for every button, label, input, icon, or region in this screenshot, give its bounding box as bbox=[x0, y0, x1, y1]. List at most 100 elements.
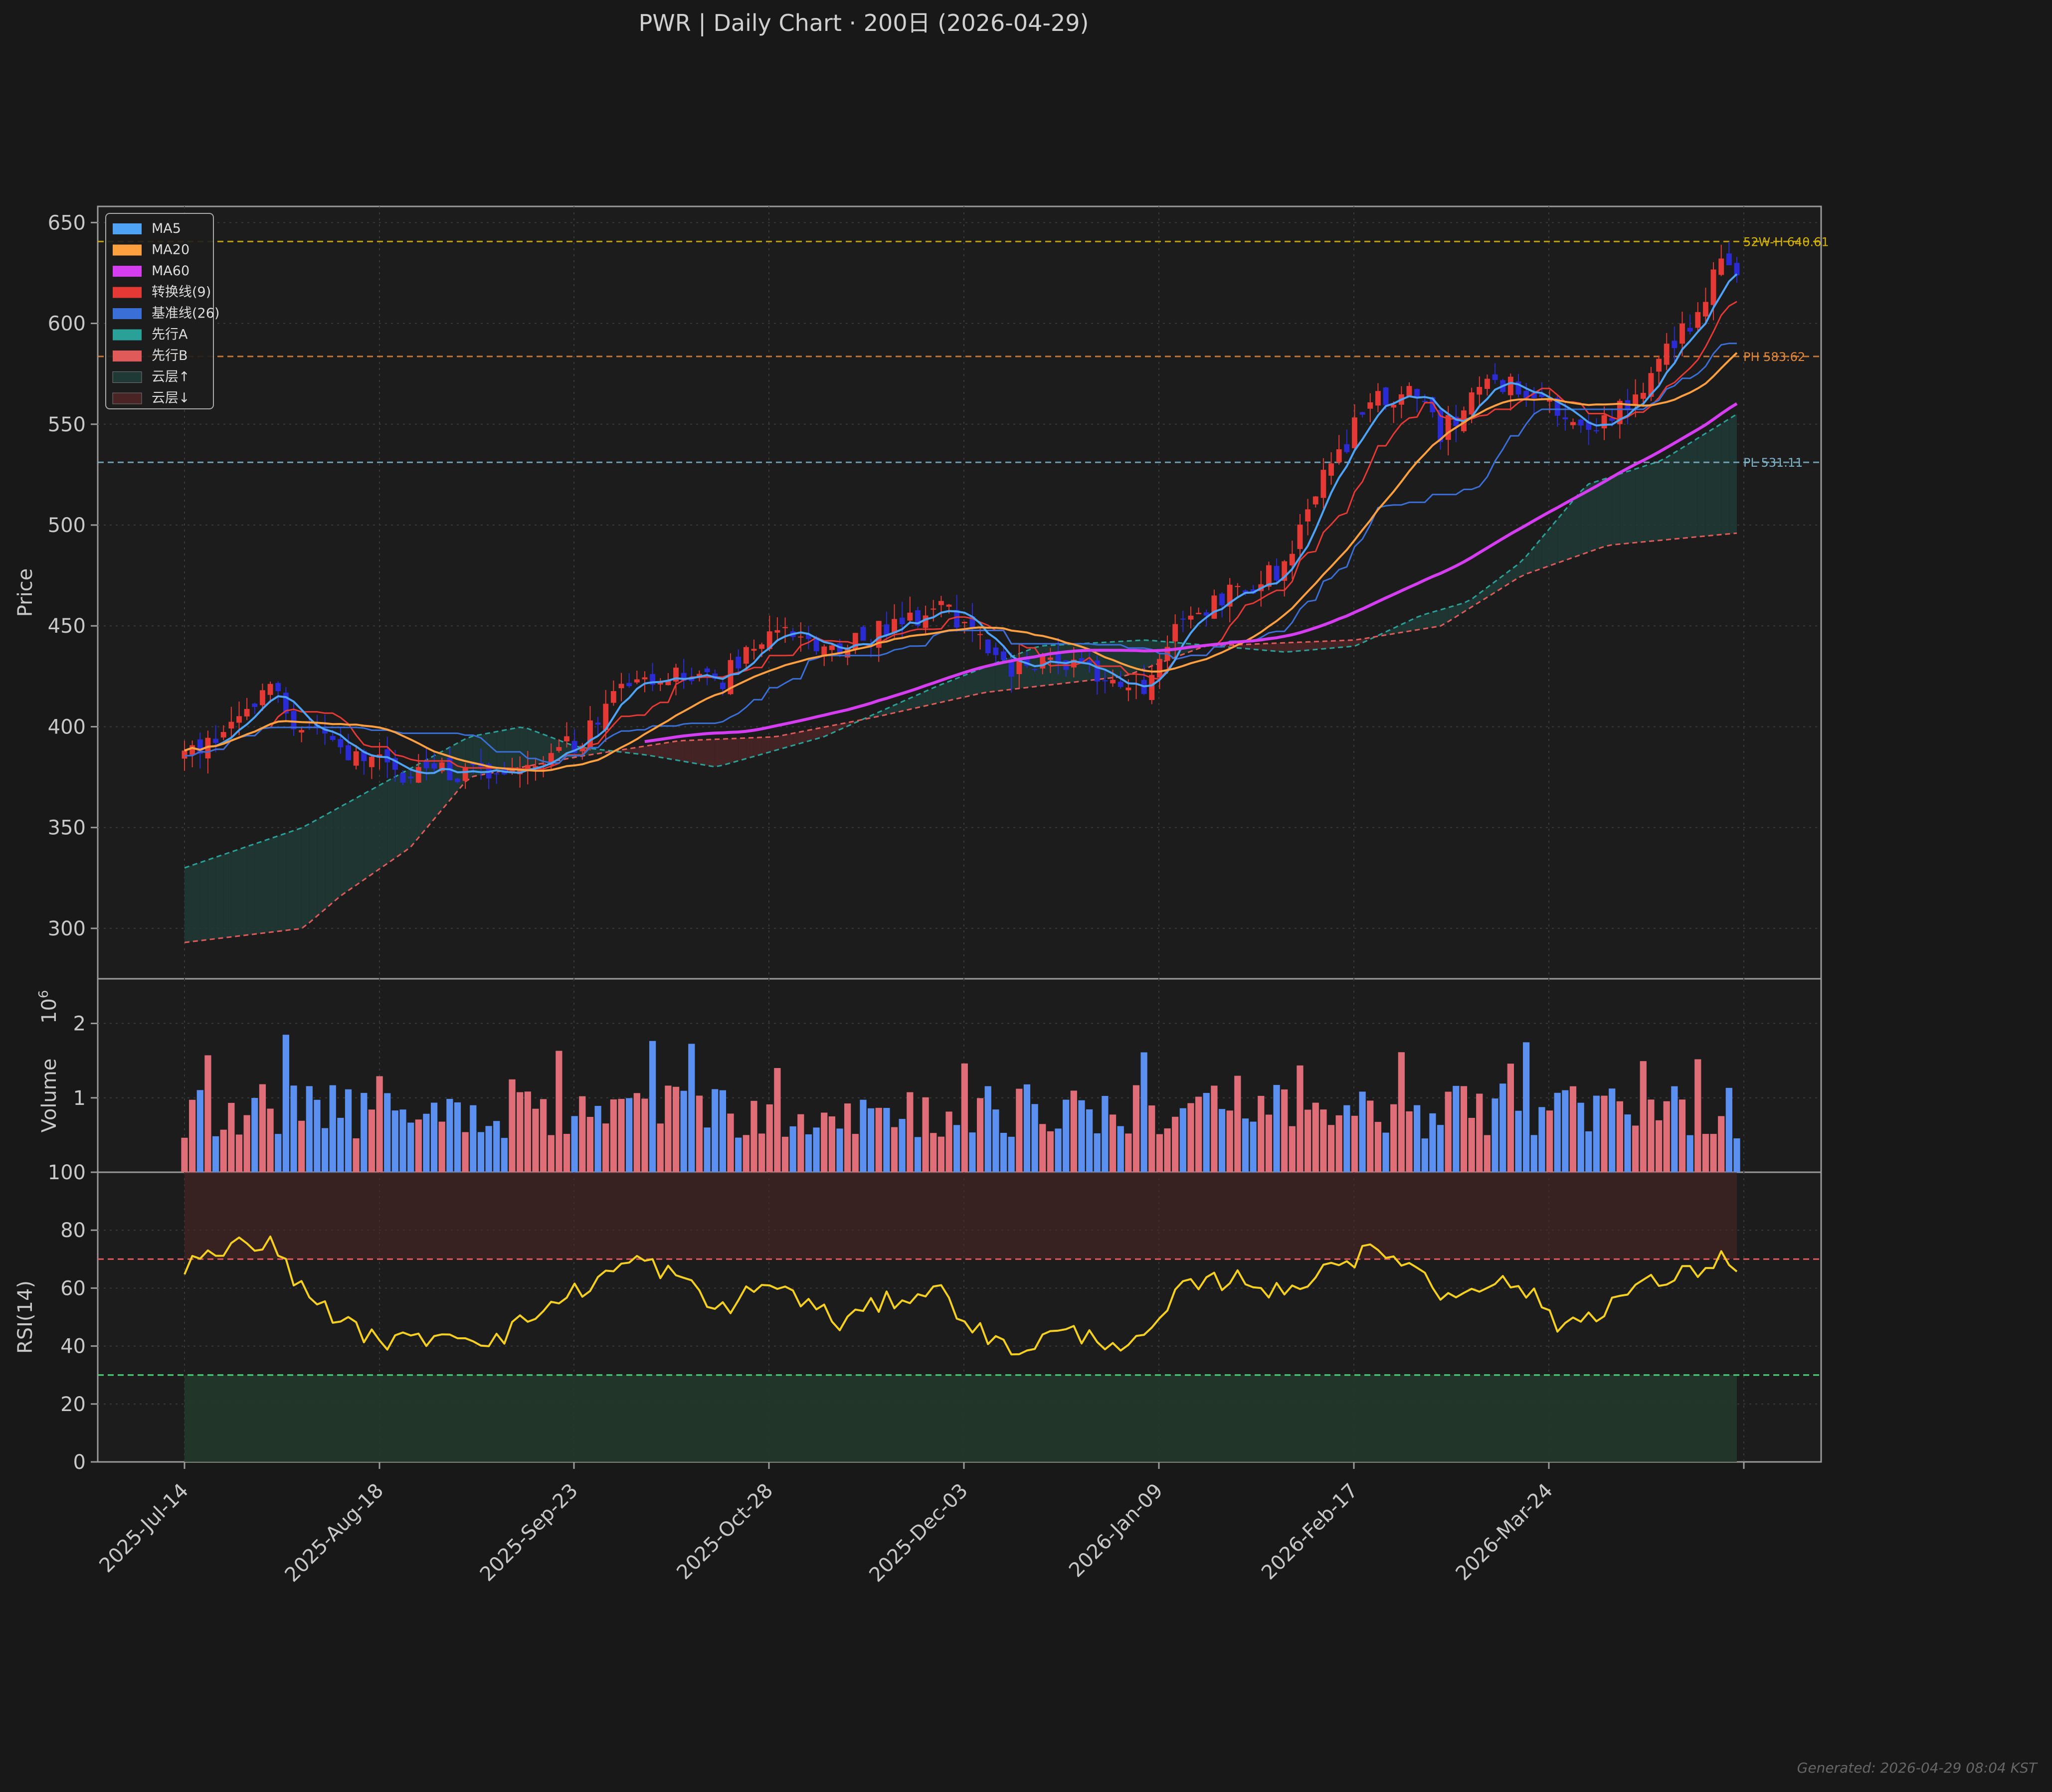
cloud-up-segment bbox=[1417, 614, 1425, 630]
candle-body bbox=[1305, 509, 1311, 522]
price-tick-label: 300 bbox=[48, 917, 86, 940]
cloud-up-segment bbox=[278, 833, 286, 931]
price-tick-label: 650 bbox=[48, 211, 86, 234]
volume-bar bbox=[914, 1137, 922, 1172]
volume-bar bbox=[430, 1102, 438, 1172]
candle-body bbox=[1110, 680, 1116, 684]
cloud-up-segment bbox=[1518, 556, 1526, 578]
candle-body bbox=[634, 679, 640, 683]
overbought-zone bbox=[185, 1172, 1737, 1259]
oversold-zone bbox=[185, 1375, 1737, 1462]
candle-body bbox=[736, 657, 742, 669]
rsi-tick-label: 80 bbox=[60, 1219, 86, 1242]
cloud-up-segment bbox=[262, 838, 271, 933]
volume-bar bbox=[1242, 1118, 1249, 1172]
candle-body bbox=[1469, 392, 1475, 415]
cloud-up-segment bbox=[1721, 419, 1729, 535]
cloud-down-segment bbox=[1292, 642, 1300, 652]
volume-bar bbox=[1468, 1117, 1475, 1172]
candle-body bbox=[283, 693, 289, 714]
candle-body bbox=[369, 756, 374, 767]
candle-body bbox=[1008, 661, 1014, 677]
candle-body bbox=[244, 709, 250, 717]
cloud-down-segment bbox=[691, 740, 700, 764]
volume-bar bbox=[1702, 1134, 1709, 1172]
candle-body bbox=[923, 615, 929, 628]
volume-bar bbox=[1234, 1075, 1241, 1172]
cloud-down-segment bbox=[1261, 643, 1269, 651]
cloud-down-segment bbox=[1315, 641, 1323, 650]
candle-body bbox=[720, 683, 726, 689]
volume-bar bbox=[626, 1098, 633, 1172]
legend-label: 先行A bbox=[152, 327, 188, 343]
candle-body bbox=[1586, 421, 1592, 430]
candle-body bbox=[1282, 561, 1288, 581]
price-tick-label: 600 bbox=[48, 313, 86, 336]
candle-body bbox=[1664, 344, 1670, 365]
volume-bar bbox=[275, 1134, 282, 1172]
cloud-up-segment bbox=[395, 772, 403, 858]
legend-swatch bbox=[113, 287, 142, 298]
legend-swatch bbox=[113, 266, 142, 277]
volume-bar bbox=[1476, 1093, 1483, 1172]
x-tick-label: 2025-Aug-18 bbox=[281, 1479, 388, 1587]
volume-bar bbox=[1297, 1065, 1304, 1172]
candle-body bbox=[977, 634, 983, 635]
candle-body bbox=[626, 683, 632, 687]
candle-body bbox=[1531, 392, 1537, 398]
cloud-up-segment bbox=[1541, 528, 1550, 569]
candle-body bbox=[1024, 656, 1030, 666]
candle-body bbox=[353, 751, 359, 766]
volume-bar bbox=[1554, 1092, 1561, 1172]
cloud-down-segment bbox=[652, 743, 661, 757]
volume-bar bbox=[1694, 1059, 1701, 1172]
volume-bar bbox=[1421, 1138, 1428, 1172]
candle-body bbox=[1679, 323, 1685, 344]
cloud-up-segment bbox=[270, 836, 278, 932]
cloud-down-segment bbox=[644, 745, 653, 756]
cloud-up-segment bbox=[1674, 448, 1682, 539]
candle-body bbox=[884, 624, 890, 636]
volume-bar bbox=[844, 1103, 851, 1172]
cloud-up-segment bbox=[528, 728, 536, 766]
volume-bar bbox=[321, 1128, 329, 1172]
legend-label: 先行B bbox=[152, 348, 188, 363]
volume-bar bbox=[649, 1041, 656, 1172]
cloud-up-segment bbox=[200, 860, 208, 941]
rsi-tick-label: 20 bbox=[60, 1393, 86, 1416]
volume-bar bbox=[1055, 1128, 1062, 1172]
candle-body bbox=[1149, 675, 1155, 700]
candle-body bbox=[1523, 390, 1529, 399]
cloud-down-segment bbox=[1277, 643, 1285, 652]
volume-axis-label: Volume bbox=[38, 1059, 61, 1133]
cloud-up-segment bbox=[1027, 647, 1035, 688]
volume-bar bbox=[1164, 1128, 1171, 1172]
x-tick-label: 2026-Mar-24 bbox=[1452, 1479, 1557, 1585]
volume-bar bbox=[1016, 1088, 1023, 1172]
candle-body bbox=[1633, 394, 1639, 404]
candle-body bbox=[1289, 553, 1295, 565]
volume-bar bbox=[243, 1115, 250, 1172]
candle-body bbox=[1032, 669, 1038, 670]
candle-body bbox=[1266, 565, 1272, 587]
volume-bar bbox=[743, 1135, 749, 1172]
ma60-line bbox=[644, 402, 1738, 743]
candle-body bbox=[455, 778, 460, 782]
candle-body bbox=[1055, 653, 1061, 664]
reference-label: PL 531.11 bbox=[1743, 456, 1803, 470]
volume-bar bbox=[1031, 1104, 1038, 1172]
candle-body bbox=[1211, 595, 1217, 619]
tenkan-line bbox=[184, 301, 1737, 770]
candle-body bbox=[1203, 612, 1209, 616]
candle-body bbox=[595, 722, 601, 725]
cloud-up-segment bbox=[333, 806, 341, 903]
volume-bar bbox=[1195, 1096, 1202, 1172]
cloud-up-segment bbox=[1510, 564, 1518, 583]
volume-bar bbox=[1679, 1099, 1686, 1172]
legend-label: 云层↓ bbox=[152, 390, 190, 406]
candle-body bbox=[408, 776, 414, 779]
cloud-up-segment bbox=[239, 846, 247, 936]
cloud-up-segment bbox=[489, 731, 497, 774]
volume-bar bbox=[610, 1099, 617, 1172]
candle-body bbox=[1570, 422, 1576, 425]
